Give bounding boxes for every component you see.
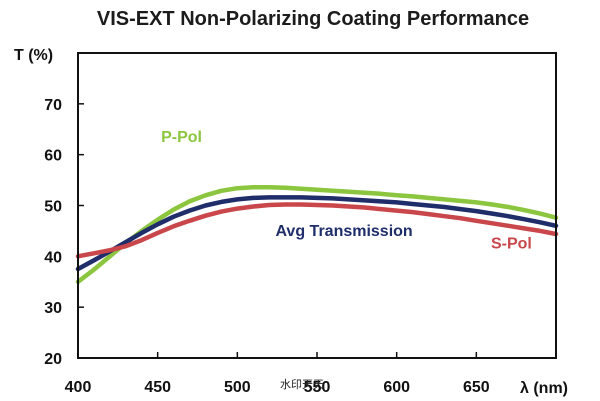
- plot-frame: [77, 52, 557, 359]
- y-tick-label: 60: [44, 148, 62, 165]
- x-tick-label: 450: [144, 379, 171, 396]
- y-tick-label: 50: [44, 199, 62, 216]
- watermark-text: 水印天天: [280, 378, 324, 391]
- y-tick-label: 70: [44, 97, 62, 114]
- x-tick-label: 500: [224, 379, 251, 396]
- x-tick-label: 400: [65, 379, 92, 396]
- series-line-p-pol: [75, 184, 559, 285]
- series-label: P-Pol: [161, 129, 202, 146]
- y-axis-title: T (%): [14, 47, 53, 64]
- x-tick-labels: 400 450 500 550 600 650: [65, 352, 490, 396]
- y-tick-label: 30: [44, 300, 62, 317]
- x-tick-label: 650: [463, 379, 490, 396]
- series-line-s-pol: [75, 202, 559, 259]
- series-label: S-Pol: [491, 236, 532, 253]
- y-tick-labels: 20 30 40 50 60 70: [44, 97, 84, 368]
- y-tick-label: 20: [44, 351, 62, 368]
- series-labels: P-Pol Avg Transmission S-Pol: [161, 129, 532, 253]
- x-axis-title: λ (nm): [520, 380, 568, 397]
- x-tick-label: 550: [304, 379, 331, 396]
- series-label: Avg Transmission: [275, 223, 412, 240]
- series-line-avg-transmission: [75, 195, 559, 272]
- series-lines: [75, 184, 559, 285]
- chart-title: VIS-EXT Non-Polarizing Coating Performan…: [97, 8, 529, 30]
- y-tick-label: 40: [44, 249, 62, 266]
- x-tick-label: 600: [383, 379, 410, 396]
